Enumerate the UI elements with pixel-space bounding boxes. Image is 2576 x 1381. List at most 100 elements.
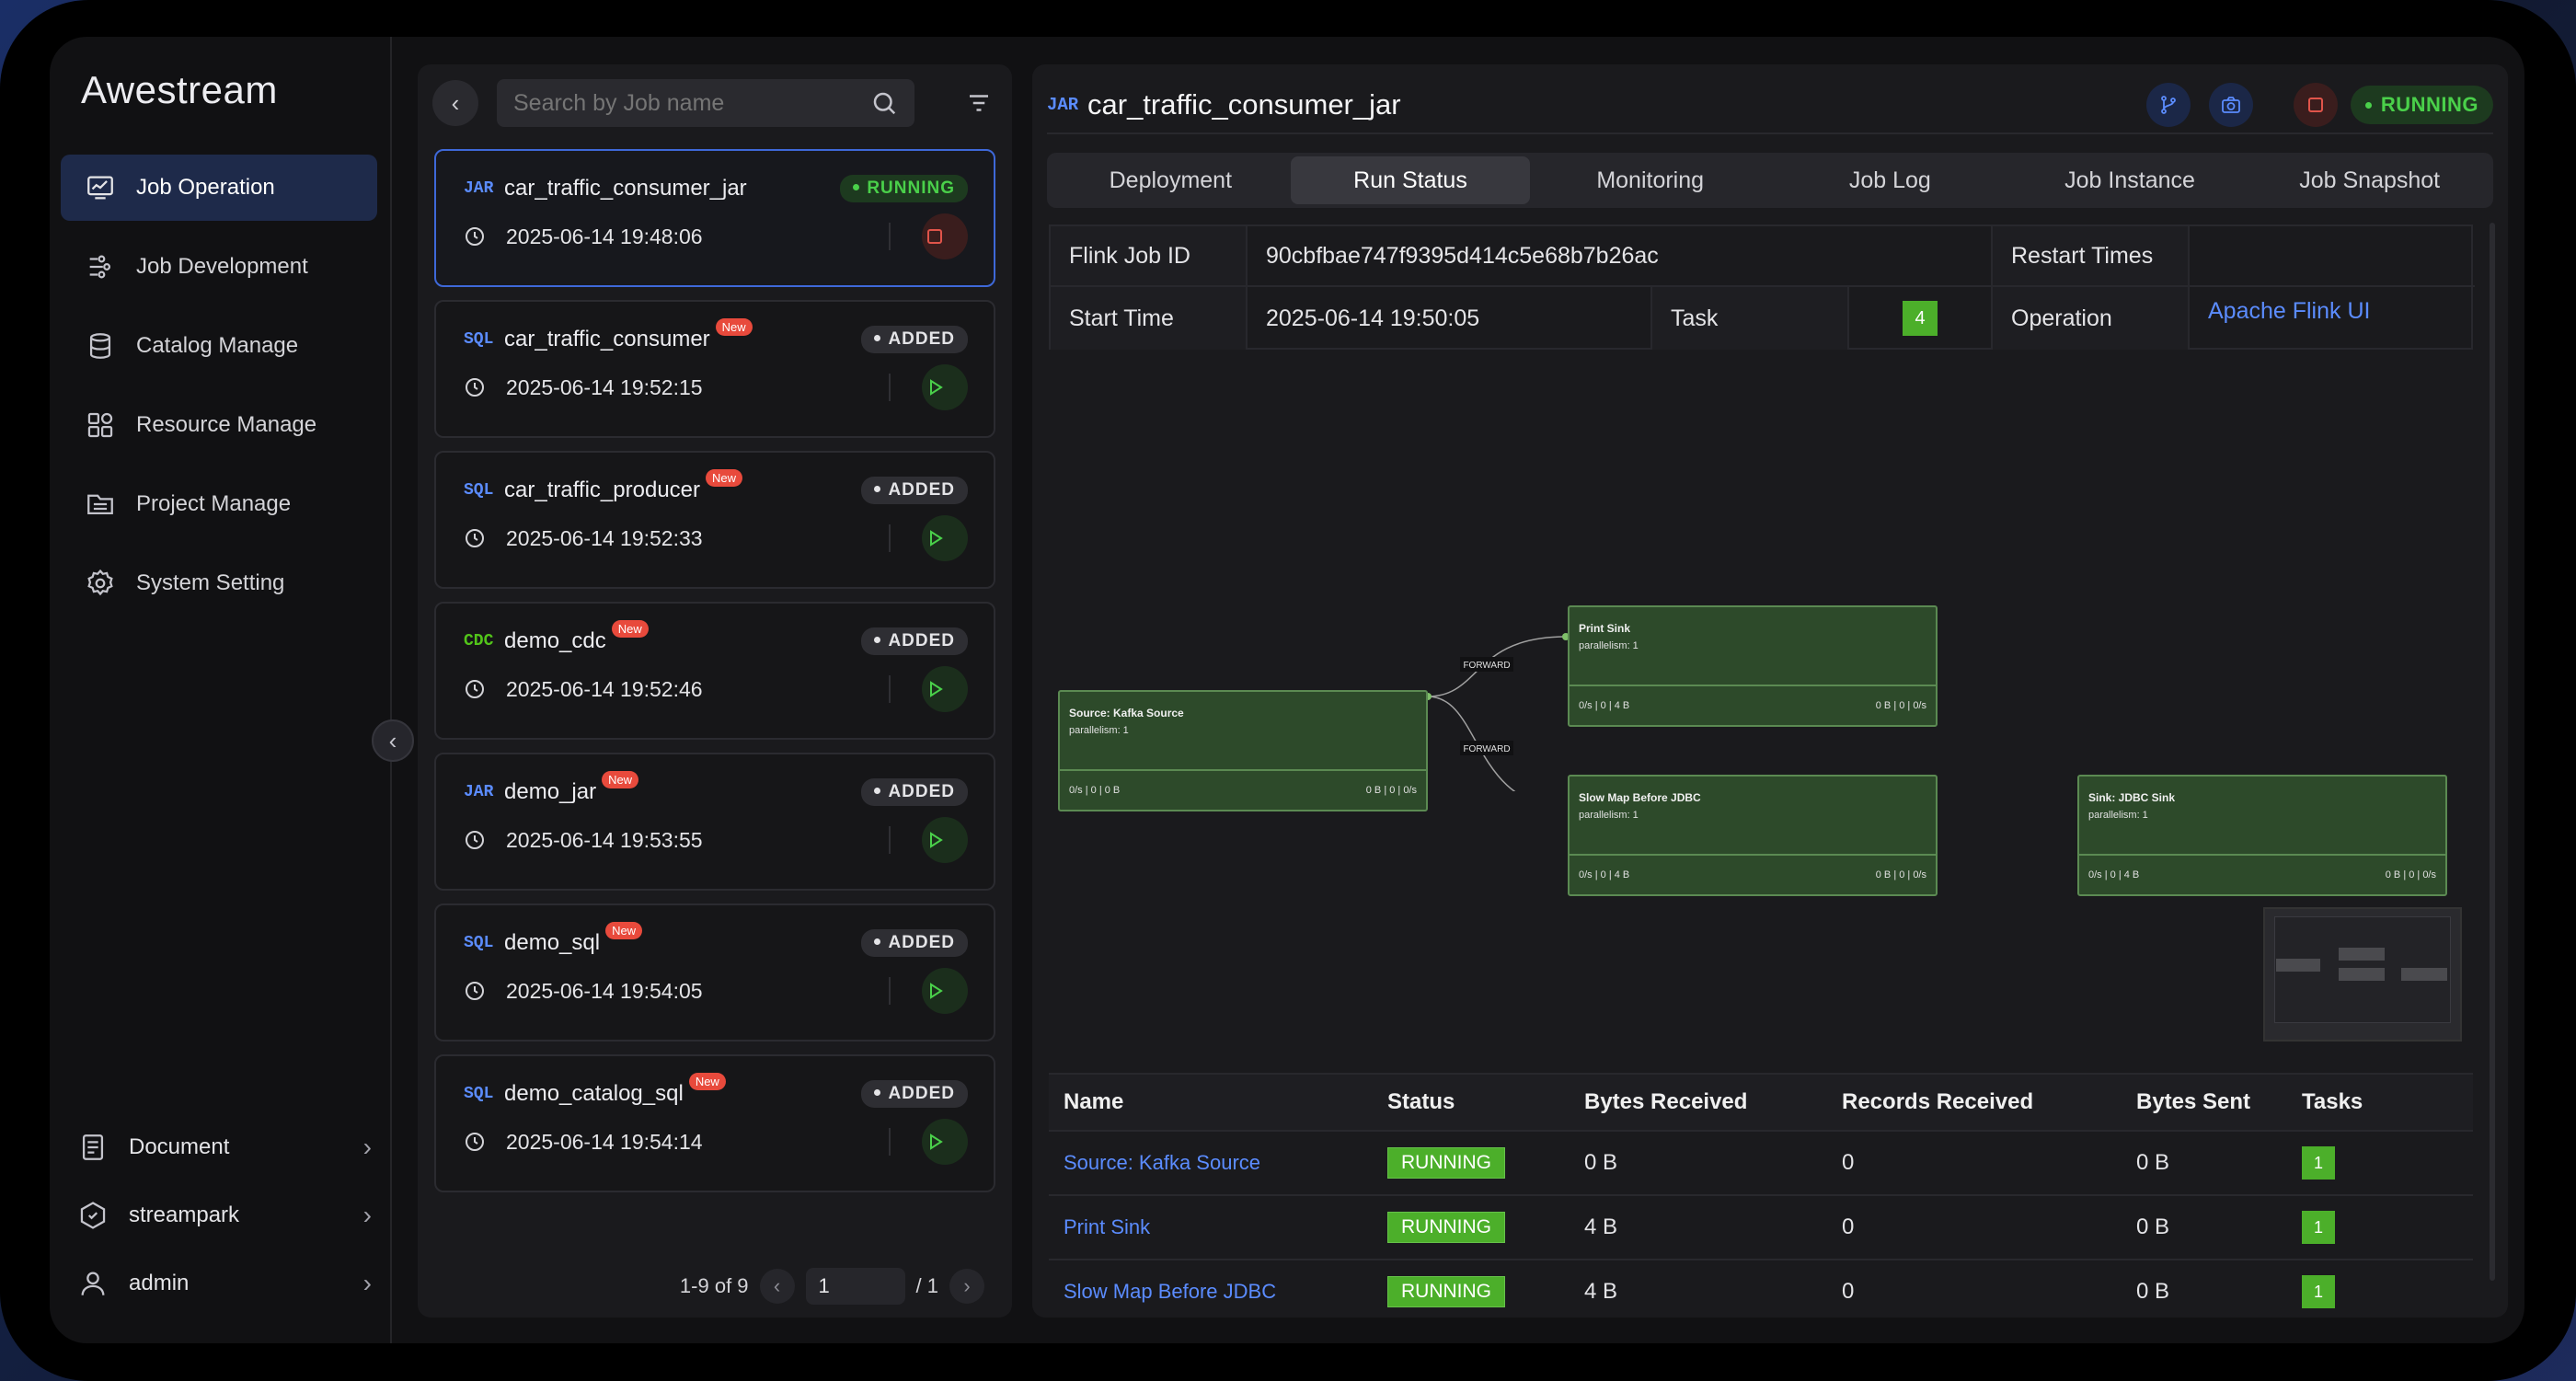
job-card[interactable]: JAR car_traffic_consumer_jar RUNNING 2025-0… [434, 149, 995, 287]
sidebar-item-job-operation[interactable]: Job Operation [61, 155, 377, 221]
node-metrics: 0/s | 0 | 4 B 0 B | 0 | 0/s [1570, 685, 1936, 725]
col-name: Name [1064, 1089, 1124, 1114]
play-icon [930, 983, 943, 999]
play-icon [930, 379, 943, 396]
minimap-node [2339, 968, 2385, 981]
graph-minimap[interactable] [2263, 907, 2462, 1042]
app-window: Awestream Job Operation Job Development … [50, 37, 2524, 1343]
job-name: demo_cdc [504, 628, 606, 653]
search-input[interactable] [513, 89, 870, 117]
divider [889, 675, 891, 703]
node-title: Sink: JDBC Sink [2088, 791, 2176, 804]
status-dot [874, 335, 881, 341]
sidebar-item-catalog-manage[interactable]: Catalog Manage [61, 313, 377, 379]
job-card[interactable]: JAR demo_jar New ADDED 2025-06-14 19:53:55 [434, 753, 995, 891]
next-page-button[interactable]: › [949, 1269, 984, 1304]
divider [889, 223, 891, 250]
node-metrics-out: 0 B | 0 | 0/s [1365, 785, 1417, 796]
sidebar-item-project-manage[interactable]: Project Manage [61, 471, 377, 537]
row-bytes-received: 0 B [1584, 1150, 1618, 1175]
start-job-button[interactable] [922, 968, 968, 1014]
status-text: ADDED [888, 782, 955, 801]
tab-run-status[interactable]: Run Status [1290, 156, 1531, 204]
node-parallelism: parallelism: 1 [1069, 725, 1129, 736]
status-badge: ADDED [861, 778, 968, 806]
start-job-button[interactable] [922, 364, 968, 410]
job-type-tag: JAR [1047, 95, 1079, 115]
new-badge: New [688, 1072, 726, 1090]
row-bytes-sent: 0 B [2136, 1150, 2170, 1175]
stop-job-button[interactable] [922, 213, 968, 259]
graph-node-kafka-source[interactable]: Source: Kafka Source parallelism: 1 0/s … [1058, 690, 1428, 811]
detail-scrollbar[interactable] [2490, 223, 2495, 1281]
status-text: RUNNING [2380, 93, 2478, 116]
page-number-input[interactable] [805, 1268, 905, 1305]
job-card[interactable]: SQL car_traffic_producer New ADDED 2025-06-1… [434, 451, 995, 589]
clock-icon [466, 831, 484, 849]
sidebar-item-label: Catalog Manage [136, 333, 299, 358]
tab-job-log[interactable]: Job Log [1848, 167, 1931, 193]
job-time: 2025-06-14 19:54:05 [506, 978, 703, 1003]
sidebar-item-admin[interactable]: admin › [77, 1249, 372, 1318]
row-status-cell: RUNNING [1387, 1260, 1505, 1318]
tab-deployment[interactable]: Deployment [1109, 167, 1233, 193]
filter-button[interactable] [960, 85, 997, 121]
chevron-left-icon: ‹ [773, 1274, 781, 1297]
job-card-header: JAR demo_jar New ADDED [464, 770, 968, 806]
vertex-link[interactable]: Print Sink [1064, 1215, 1151, 1238]
start-job-button[interactable] [922, 666, 968, 712]
sidebar-item-resource-manage[interactable]: Resource Manage [61, 392, 377, 458]
status-text: ADDED [888, 329, 955, 349]
clock-icon [466, 680, 484, 698]
minimap-node [2339, 948, 2385, 961]
collapse-sidebar-button[interactable]: ‹ [372, 719, 414, 762]
edge-label-bg [1460, 741, 1513, 755]
start-job-button[interactable] [922, 1119, 968, 1165]
flink-ui-link[interactable]: Apache Flink UI [2208, 298, 2371, 324]
tab-job-instance[interactable]: Job Instance [2064, 167, 2195, 193]
prev-page-button[interactable]: ‹ [759, 1269, 795, 1304]
job-card[interactable]: SQL car_traffic_consumer New ADDED 2025-06-1… [434, 300, 995, 438]
sidebar-item-system-setting[interactable]: System Setting [61, 550, 377, 616]
tasks-count-badge: 1 [2302, 1211, 2335, 1244]
graph-node-jdbc-sink[interactable]: Sink: JDBC Sink parallelism: 1 0/s | 0 |… [2077, 775, 2447, 896]
job-time: 2025-06-14 19:48:06 [506, 224, 703, 248]
row-records-received: 0 [1842, 1214, 1855, 1239]
status-dot [874, 938, 881, 945]
edge-label-bg [1460, 657, 1513, 672]
row-tasks-cell: 1 [2302, 1132, 2335, 1194]
search-icon[interactable] [870, 89, 898, 117]
header-actions: RUNNING [2128, 83, 2493, 127]
branch-button[interactable] [2145, 83, 2191, 127]
snapshot-button[interactable] [2208, 83, 2253, 127]
node-metrics-out: 0 B | 0 | 0/s [1875, 700, 1926, 711]
tab-monitoring[interactable]: Monitoring [1596, 167, 1705, 193]
vertex-link[interactable]: Slow Map Before JDBC [1064, 1280, 1277, 1303]
chevron-right-icon: › [362, 1201, 372, 1229]
restart-times-label: Restart Times [1993, 226, 2190, 287]
job-card-footer: 2025-06-14 19:54:05 [464, 968, 968, 1014]
sidebar-item-document[interactable]: Document › [77, 1113, 372, 1181]
tab-job-snapshot[interactable]: Job Snapshot [2299, 167, 2441, 193]
vertex-link[interactable]: Source: Kafka Source [1064, 1151, 1261, 1174]
sidebar-item-streampark[interactable]: streampark › [77, 1181, 372, 1249]
row-records-received: 0 [1842, 1279, 1855, 1304]
row-bytes-sent: 0 B [2136, 1279, 2170, 1304]
job-card[interactable]: SQL demo_catalog_sql New ADDED 2025-06-14 19… [434, 1054, 995, 1192]
stop-icon [2307, 98, 2323, 112]
start-job-button[interactable] [922, 515, 968, 561]
back-button[interactable]: ‹ [432, 80, 478, 126]
job-card-header: SQL demo_sql New ADDED [464, 921, 968, 957]
status-badge: RUNNING [1387, 1276, 1505, 1307]
start-job-button[interactable] [922, 817, 968, 863]
job-card[interactable]: SQL demo_sql New ADDED 2025-06-14 19:54:05 [434, 903, 995, 1042]
job-detail-panel: JAR car_traffic_consumer_jar RUNNING Dep… [1032, 64, 2508, 1318]
job-card[interactable]: CDC demo_cdc New ADDED 2025-06-14 19:52:46 [434, 602, 995, 740]
stop-icon [927, 229, 942, 244]
stop-job-button[interactable] [2293, 83, 2338, 127]
graph-node-slow-map[interactable]: Slow Map Before JDBC parallelism: 1 0/s … [1568, 775, 1938, 896]
new-badge: New [605, 921, 643, 939]
job-time: 2025-06-14 19:52:33 [506, 525, 703, 550]
sidebar-item-job-development[interactable]: Job Development [61, 234, 377, 300]
